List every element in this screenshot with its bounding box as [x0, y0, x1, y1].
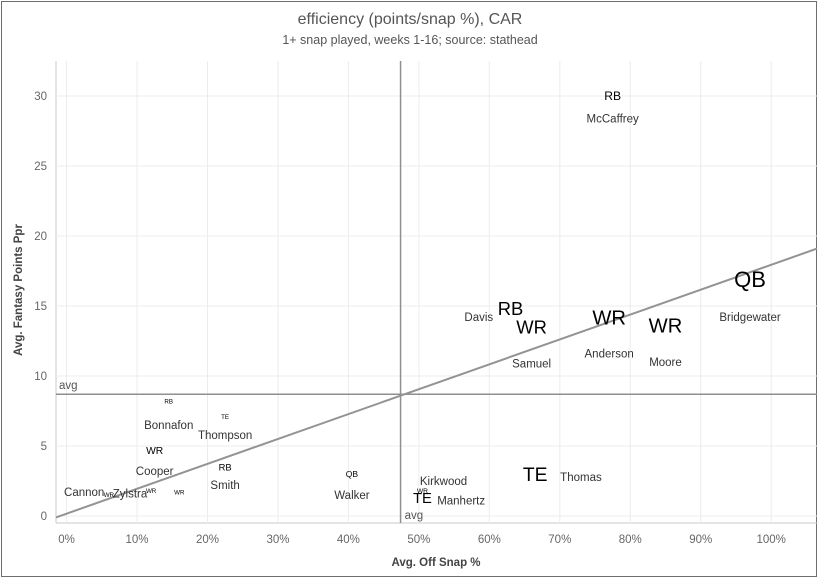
x-tick-label: 80%	[619, 534, 642, 546]
point-rb: RB	[498, 298, 524, 319]
x-tick-label: 40%	[337, 534, 360, 546]
y-axis-title: Avg. Fantasy Points Ppr	[13, 224, 25, 356]
player-name-label: Bonnafon	[144, 420, 193, 432]
x-tick-label: 0%	[58, 534, 75, 546]
player-name-label: Davis	[464, 312, 493, 324]
x-tick-label: 30%	[266, 534, 289, 546]
player-name-label: Zylstra	[113, 489, 148, 501]
player-name-label: Cooper	[136, 466, 174, 478]
point-wr: WR	[417, 488, 428, 495]
point-wr: WR	[146, 446, 163, 457]
x-average-label: avg	[405, 510, 424, 522]
tick-labels: 0% 10% 20% 30% 40% 50% 60% 70% 80% 90% 100% 0 5 10 15 2…	[34, 91, 786, 546]
point-qb: QB	[734, 267, 766, 292]
point-rb: RB	[604, 89, 621, 103]
point-te: TE	[523, 465, 548, 486]
y-tick-label: 30	[34, 91, 47, 103]
x-axis-title: Avg. Off Snap %	[391, 557, 480, 569]
player-name-label: McCaffrey	[587, 113, 639, 125]
point-te: TE	[413, 491, 432, 507]
point-wr: WR	[649, 316, 683, 338]
point-wr: WR	[516, 316, 547, 337]
point-qb: QB	[346, 469, 359, 479]
x-tick-label: 90%	[689, 534, 712, 546]
x-tick-label: 50%	[407, 534, 430, 546]
player-name-label: Thompson	[198, 430, 252, 442]
player-name-label: Thomas	[560, 472, 602, 484]
point-wr: WR	[174, 489, 185, 496]
player-labels: McCaffrey Bridgewater Davis Samuel Anderson M…	[64, 113, 781, 507]
point-te: TE	[221, 414, 229, 421]
player-name-label: Bridgewater	[719, 312, 781, 324]
player-name-label: Samuel	[512, 358, 551, 370]
point-wr: WR	[104, 492, 115, 499]
y-tick-label: 20	[34, 231, 47, 243]
point-wr: WR	[592, 307, 626, 329]
player-name-label: Manhertz	[437, 496, 485, 508]
y-tick-label: 5	[41, 441, 47, 453]
player-name-label: Anderson	[585, 349, 634, 361]
player-name-label: Moore	[649, 357, 682, 369]
x-tick-label: 20%	[196, 534, 219, 546]
reference-lines: avg avg	[55, 61, 818, 523]
x-tick-label: 70%	[548, 534, 571, 546]
y-tick-label: 0	[41, 511, 47, 523]
point-rb: RB	[219, 461, 232, 472]
point-rb: RB	[164, 398, 173, 405]
grid	[55, 61, 817, 524]
y-tick-label: 15	[34, 301, 47, 313]
y-average-label: avg	[59, 380, 78, 392]
point-wr: WR	[146, 488, 157, 495]
player-name-label: Cannon	[64, 487, 104, 499]
x-tick-label: 100%	[756, 534, 785, 546]
x-tick-label: 10%	[126, 534, 149, 546]
chart-subtitle: 1+ snap played, weeks 1-16; source: stat…	[282, 33, 538, 47]
y-tick-label: 25	[34, 161, 47, 173]
trend-line	[55, 247, 818, 519]
y-tick-label: 10	[34, 371, 47, 383]
x-tick-label: 60%	[478, 534, 501, 546]
chart-title: efficiency (points/snap %), CAR	[297, 11, 523, 28]
player-name-label: Walker	[334, 490, 370, 502]
player-name-label: Smith	[210, 480, 239, 492]
player-name-label: Kirkwood	[420, 476, 467, 488]
